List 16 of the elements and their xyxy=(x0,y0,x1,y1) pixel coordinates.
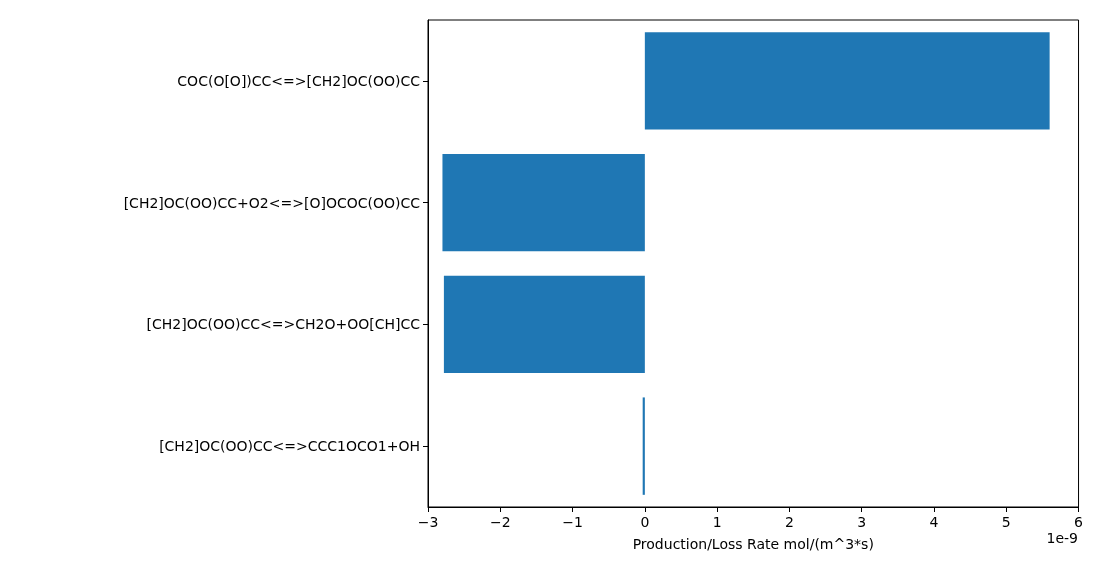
x-tick-label: 3 xyxy=(857,514,867,530)
x-tick-label: 5 xyxy=(1001,514,1011,530)
y-tick-label: [CH2]OC(OO)CC<=>CCC1OCO1+OH xyxy=(159,438,420,455)
x-tick-label: 1 xyxy=(712,514,722,530)
x-tick-label: 4 xyxy=(929,514,939,530)
y-tick-label: [CH2]OC(OO)CC<=>CH2O+OO[CH]CC xyxy=(146,316,421,333)
x-tick-label: 6 xyxy=(1074,514,1084,530)
x-tick-label: 2 xyxy=(784,514,794,530)
text: 1e-9 xyxy=(1046,530,1078,546)
y-tick-label: [CH2]OC(OO)CC+O2<=>[O]OCOC(OO)CC xyxy=(123,194,421,211)
x-tick-label: 0 xyxy=(640,514,650,530)
x-tick-label: −3 xyxy=(417,514,439,530)
x-axis-title: Production/Loss Rate mol/(m^3*s) xyxy=(632,536,874,552)
y-tick-label: COC(O[O])CC<=>[CH2]OC(OO)CC xyxy=(177,72,421,89)
x-tick-label: −1 xyxy=(562,514,583,530)
x-tick-label: −2 xyxy=(489,514,511,530)
